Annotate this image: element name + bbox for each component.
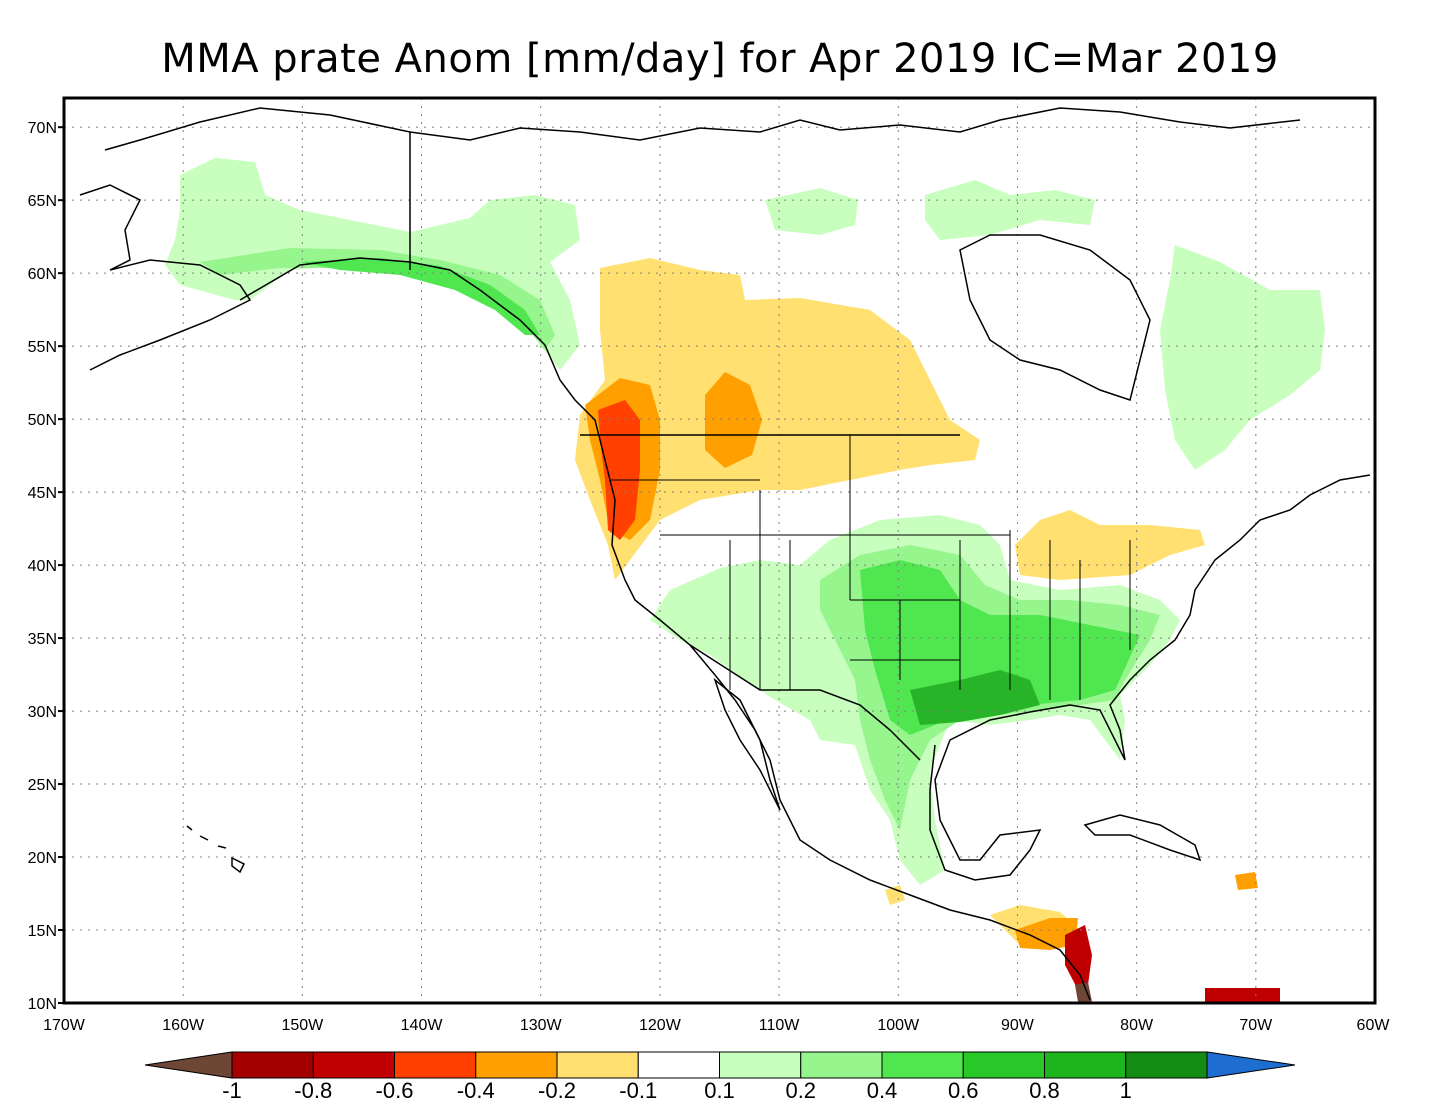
- lon-tick-label: 60W: [1357, 1017, 1391, 1034]
- lon-tick-label: 100W: [877, 1017, 920, 1034]
- colorbar-swatch: [1044, 1051, 1127, 1079]
- colorbar-swatch: [637, 1051, 720, 1079]
- dry-region-venezuela: [1205, 988, 1280, 1002]
- lat-tick-label: 55N: [28, 339, 57, 356]
- colorbar-swatch: [1125, 1051, 1208, 1079]
- colorbar-swatch: [475, 1051, 558, 1079]
- dry-region-mexico-coast: [885, 885, 905, 905]
- lat-tick-label: 45N: [28, 485, 57, 502]
- lon-tick-label: 160W: [162, 1017, 205, 1034]
- hawaii: [186, 825, 246, 874]
- lat-tick-label: 15N: [28, 923, 57, 940]
- lon-tick-label: 140W: [401, 1017, 444, 1034]
- lat-tick-label: 40N: [28, 558, 57, 575]
- colorbar-min-arrow: [144, 1051, 233, 1079]
- lon-tick-label: 120W: [639, 1017, 682, 1034]
- dry-region-costa-rica: [1075, 982, 1092, 1002]
- colorbar-swatch: [312, 1051, 395, 1079]
- anomaly-shading: [165, 158, 1325, 1002]
- lon-tick-label: 170W: [43, 1017, 86, 1034]
- lon-tick-label: 80W: [1120, 1017, 1154, 1034]
- alaska-coastline: [79, 107, 1301, 1001]
- lat-tick-label: 60N: [28, 266, 57, 283]
- colorbar-swatch: [962, 1051, 1045, 1079]
- map-title: MMA prate Anom [mm/day] for Apr 2019 IC=…: [161, 36, 1279, 82]
- us-canada-border: [409, 132, 960, 436]
- colorbar-swatch: [800, 1051, 883, 1079]
- wet-region-gulf-coast: [910, 670, 1040, 725]
- lon-tick-label: 150W: [281, 1017, 324, 1034]
- lon-tick-label: 70W: [1239, 1017, 1273, 1034]
- hudson-bay: [959, 234, 1151, 401]
- colorbar-label: 1: [1120, 1078, 1132, 1100]
- colorbar: -1 -0.8 -0.6 -0.4 -0.2 -0.1 0.1 0.2 0.4 0.6 0.8 1: [144, 1051, 1296, 1100]
- wet-region-alaska-panhandle: [300, 258, 540, 335]
- latitude-labels: 70N 65N 60N 55N 50N 45N 40N 35N 30N 25N 20N 15N 10N: [28, 120, 64, 1013]
- dry-region-great-lakes: [1015, 510, 1205, 580]
- lat-tick-label: 65N: [28, 193, 57, 210]
- longitude-labels: 170W 160W 150W 140W 130W 120W 110W 100W 90W 80W 70…: [43, 1017, 1390, 1034]
- us-state-lines: [610, 435, 1131, 700]
- colorbar-swatch: [556, 1051, 639, 1079]
- coastlines-and-borders: [79, 107, 1371, 1001]
- colorbar-swatch: [394, 1051, 477, 1079]
- colorbar-swatch: [881, 1051, 964, 1079]
- colorbar-swatch: [231, 1051, 314, 1079]
- wet-region-northern-canada: [765, 188, 858, 235]
- lon-tick-label: 130W: [520, 1017, 563, 1034]
- lat-tick-label: 35N: [28, 631, 57, 648]
- colorbar-label: -0.6: [376, 1078, 414, 1100]
- colorbar-label: -1: [222, 1078, 242, 1100]
- map-frame: [62, 96, 1377, 1005]
- lat-tick-label: 70N: [28, 120, 57, 137]
- gulf-coast: [929, 474, 1371, 881]
- lat-tick-label: 10N: [28, 996, 57, 1013]
- dry-region-montana: [705, 372, 762, 468]
- lon-tick-label: 110W: [759, 1017, 801, 1034]
- lon-tick-label: 90W: [1001, 1017, 1035, 1034]
- colorbar-label: 0.6: [948, 1078, 979, 1100]
- wet-region-quebec: [1160, 245, 1325, 470]
- colorbar-max-arrow: [1206, 1051, 1296, 1079]
- baja-california: [713, 677, 781, 811]
- dry-region-hispaniola: [1235, 872, 1258, 890]
- colorbar-label: -0.4: [457, 1078, 495, 1100]
- colorbar-label: -0.1: [619, 1078, 657, 1100]
- colorbar-label: -0.8: [294, 1078, 332, 1100]
- colorbar-label: 0.4: [867, 1078, 898, 1100]
- us-mexico-border: [689, 644, 921, 761]
- colorbar-swatch: [719, 1051, 802, 1079]
- lat-tick-label: 50N: [28, 412, 57, 429]
- wet-region-baffin: [925, 180, 1095, 240]
- lat-tick-label: 20N: [28, 850, 57, 867]
- wet-region-coastal-alaska: [200, 248, 555, 350]
- lat-tick-label: 25N: [28, 777, 57, 794]
- colorbar-label: 0.1: [704, 1078, 735, 1100]
- colorbar-label: -0.2: [538, 1078, 576, 1100]
- colorbar-label: 0.2: [785, 1078, 816, 1100]
- lat-tick-label: 30N: [28, 704, 57, 721]
- cuba: [1083, 814, 1202, 862]
- dry-region-nicaragua: [1065, 925, 1092, 990]
- colorbar-label: 0.8: [1029, 1078, 1060, 1100]
- dry-region-honduras: [1015, 918, 1078, 950]
